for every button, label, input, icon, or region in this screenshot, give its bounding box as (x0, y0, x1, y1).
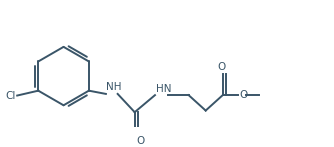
Text: HN: HN (156, 83, 171, 93)
Text: Cl: Cl (5, 91, 16, 101)
Text: NH: NH (106, 82, 122, 92)
Text: O: O (218, 62, 226, 72)
Text: O: O (239, 90, 247, 100)
Text: O: O (136, 136, 145, 146)
